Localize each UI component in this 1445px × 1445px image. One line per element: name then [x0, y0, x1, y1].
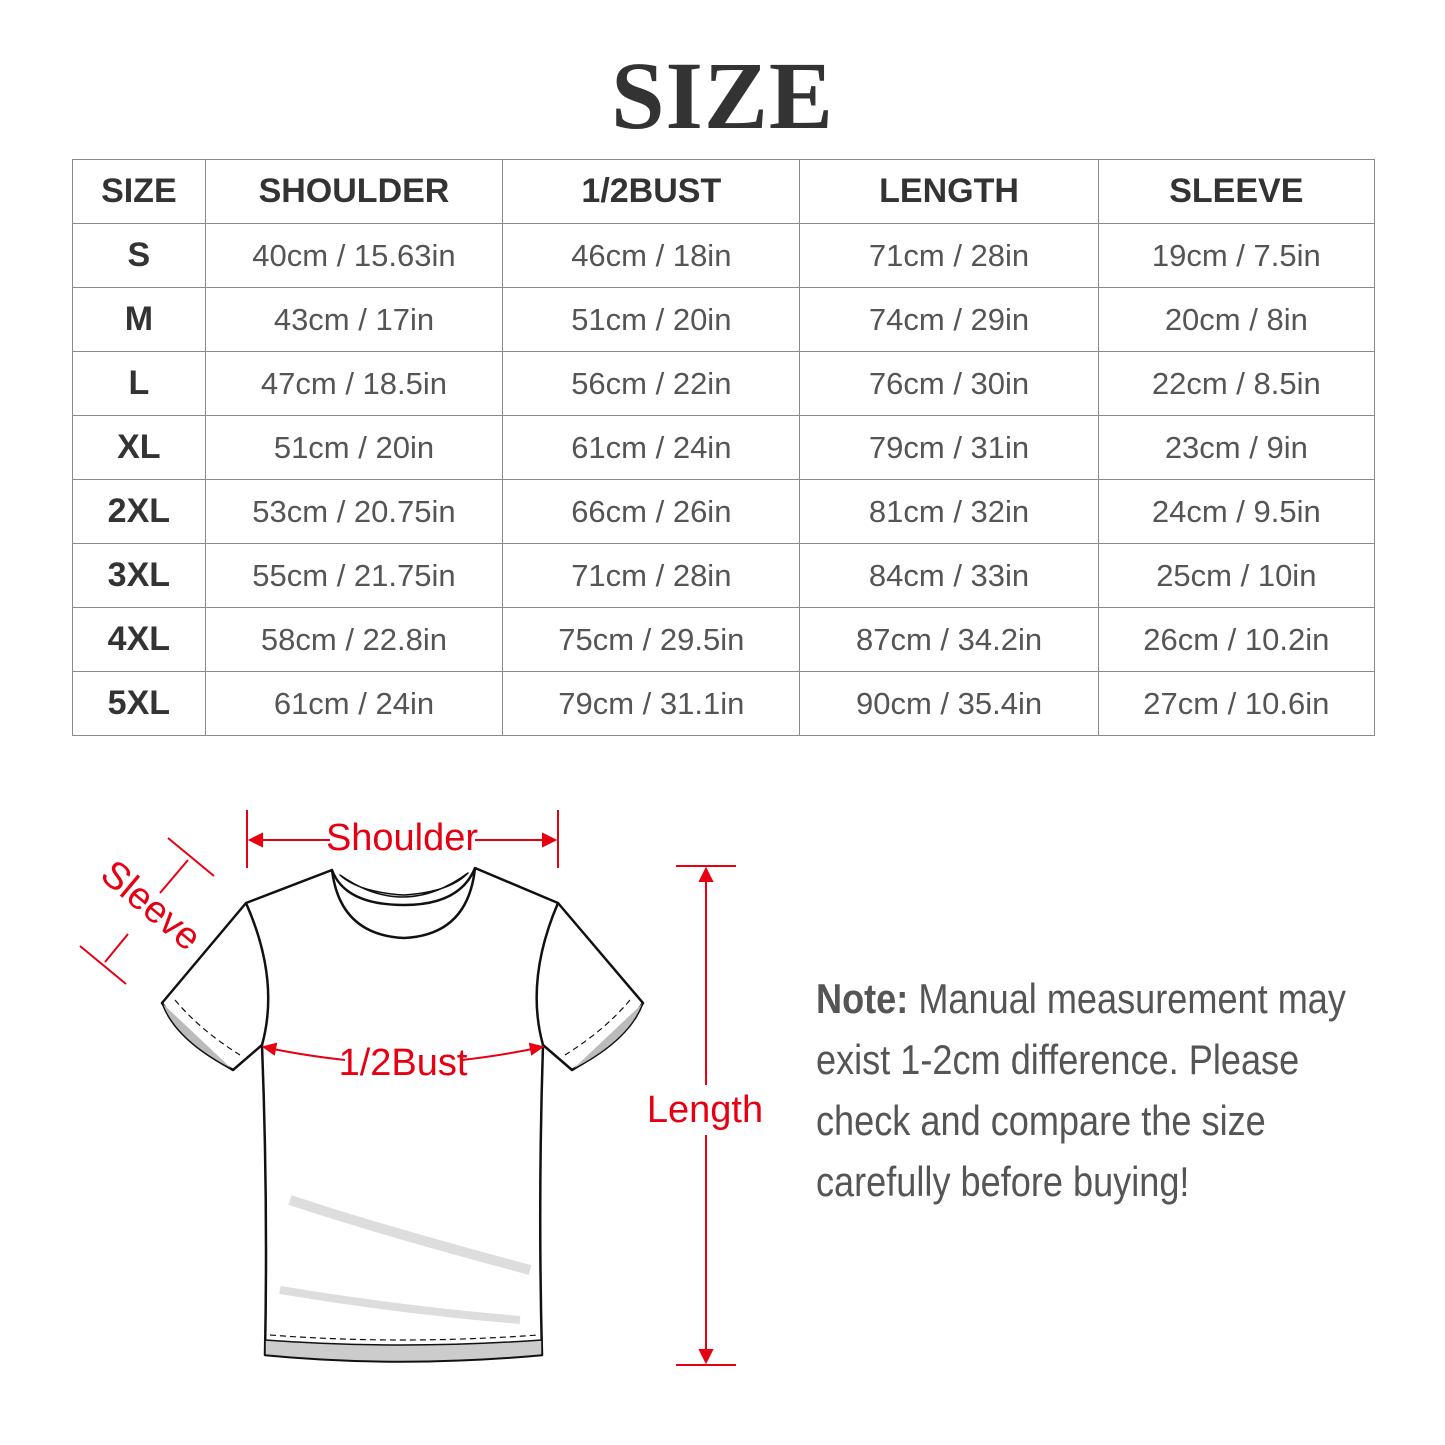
header-length: LENGTH [799, 159, 1099, 224]
measurement-cell: 61cm / 24in [204, 671, 504, 736]
measurement-cell: 76cm / 30in [799, 351, 1099, 416]
note-label: Note: [816, 975, 909, 1022]
measurement-cell: 71cm / 28in [502, 543, 801, 608]
measurement-cell: 66cm / 26in [502, 479, 801, 544]
table-row: 5XL 61cm / 24in 79cm / 31.1in 90cm / 35.4in… [72, 671, 1376, 736]
bust-label: 1/2Bust [339, 1042, 468, 1084]
measurement-cell: 79cm / 31in [799, 415, 1099, 480]
measurement-cell: 53cm / 20.75in [204, 479, 504, 544]
note: Note: Manual measurement may exist 1-2cm… [816, 968, 1366, 1212]
size-cell: S [72, 223, 206, 288]
measurement-cell: 43cm / 17in [204, 287, 504, 352]
measurement-cell: 27cm / 10.6in [1097, 671, 1376, 736]
size-cell: M [72, 287, 206, 352]
size-cell: 4XL [72, 607, 206, 672]
measurement-cell: 56cm / 22in [502, 351, 801, 416]
measurement-cell: 26cm / 10.2in [1097, 607, 1376, 672]
table-row: M 43cm / 17in 51cm / 20in 74cm / 29in 20cm /… [72, 287, 1376, 352]
size-cell: 2XL [72, 479, 206, 544]
size-cell: 5XL [72, 671, 206, 736]
measurement-cell: 22cm / 8.5in [1097, 351, 1376, 416]
measurement-cell: 46cm / 18in [502, 223, 801, 288]
table-row: S 40cm / 15.63in 46cm / 18in 71cm / 28in 19c… [72, 223, 1376, 288]
measurement-cell: 23cm / 9in [1097, 415, 1376, 480]
header-size: SIZE [72, 159, 206, 224]
tshirt-illustration [160, 866, 645, 1363]
sleeve-label: Sleeve [93, 852, 209, 959]
note-text: Manual measurement may exist 1-2cm diffe… [816, 975, 1346, 1205]
header-sleeve: SLEEVE [1097, 159, 1376, 224]
shoulder-label: Shoulder [326, 817, 478, 859]
measurement-cell: 90cm / 35.4in [799, 671, 1099, 736]
table-row: 2XL 53cm / 20.75in 66cm / 26in 81cm / 32in 2… [72, 479, 1376, 544]
table-row: L 47cm / 18.5in 56cm / 22in 76cm / 30in 22cm… [72, 351, 1376, 416]
measurement-cell: 51cm / 20in [502, 287, 801, 352]
table-row: XL 51cm / 20in 61cm / 24in 79cm / 31in 23cm … [72, 415, 1376, 480]
table-row: 3XL 55cm / 21.75in 71cm / 28in 84cm / 33in 2… [72, 543, 1376, 608]
measurement-cell: 51cm / 20in [204, 415, 504, 480]
measurement-cell: 81cm / 32in [799, 479, 1099, 544]
length-label: Length [647, 1089, 763, 1131]
measurement-cell: 25cm / 10in [1097, 543, 1376, 608]
measurement-cell: 61cm / 24in [502, 415, 801, 480]
measurement-cell: 20cm / 8in [1097, 287, 1376, 352]
measurement-guides [79, 810, 736, 1366]
page-title: SIZE [611, 42, 834, 149]
measurement-cell: 58cm / 22.8in [204, 607, 504, 672]
measurement-cell: 74cm / 29in [799, 287, 1099, 352]
measurement-cell: 79cm / 31.1in [502, 671, 801, 736]
header-bust: 1/2BUST [502, 159, 801, 224]
measurement-cell: 24cm / 9.5in [1097, 479, 1376, 544]
measurement-cell: 19cm / 7.5in [1097, 223, 1376, 288]
size-cell: 3XL [72, 543, 206, 608]
size-table: SIZE SHOULDER 1/2BUST LENGTH SLEEVE S 40c… [72, 159, 1376, 736]
table-header-row: SIZE SHOULDER 1/2BUST LENGTH SLEEVE [72, 159, 1376, 224]
measurement-cell: 75cm / 29.5in [502, 607, 801, 672]
measurement-cell: 47cm / 18.5in [204, 351, 504, 416]
measurement-cell: 55cm / 21.75in [204, 543, 504, 608]
size-cell: L [72, 351, 206, 416]
measurement-cell: 40cm / 15.63in [204, 223, 504, 288]
measurement-cell: 84cm / 33in [799, 543, 1099, 608]
